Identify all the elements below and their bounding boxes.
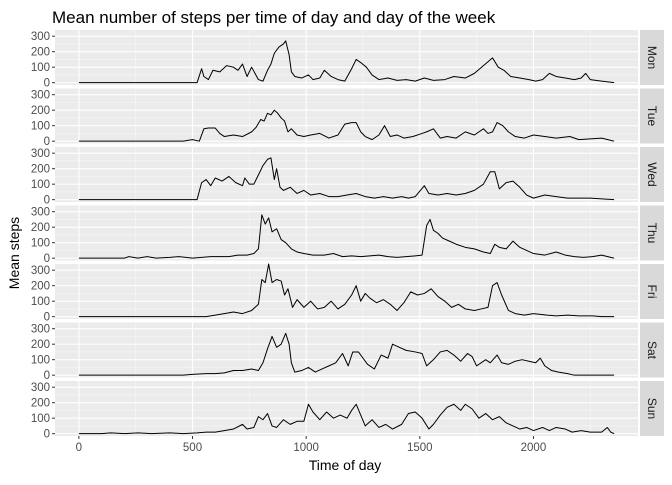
series-line-thu [78,214,615,259]
series-line-tue [78,109,615,142]
y-tick-label: 200 [31,222,50,234]
facet-strip [640,322,664,378]
facet-label-sun: Sun [645,398,659,419]
panel-background [55,30,638,85]
x-axis-title: Time of day [309,457,382,473]
x-tick-label: 1000 [293,442,319,454]
y-tick-label: 0 [44,370,50,382]
y-tick-label: 300 [31,324,50,336]
panel-mon: 0 100 200 300 Mon [31,30,664,90]
y-tick-label: 100 [31,296,50,308]
facet-strip [640,30,664,85]
facet-strip [640,381,664,436]
panel-background [55,264,638,319]
y-tick-label: 200 [31,281,50,293]
y-axis-title: Mean steps [6,217,22,289]
panel-tue: 0 100 200 300 Tue [31,88,664,148]
y-tick-label: 0 [44,429,50,441]
panel-background [55,381,638,436]
facet-strip [640,88,664,144]
y-tick-label: 200 [31,47,50,59]
x-tick-label: 500 [183,442,202,454]
panel-wed: 0 100 200 300 Wed [31,147,664,207]
y-tick-label: 300 [31,207,50,219]
y-tick-label: 300 [31,382,50,394]
y-tick-label: 100 [31,121,50,133]
panel-thu: 0 100 200 300 Thu [31,205,664,265]
panel-background [55,205,638,261]
series-line-sun [78,403,615,435]
facet-strip [640,264,664,319]
y-tick-label: 0 [44,312,50,324]
y-tick-label: 200 [31,105,50,117]
x-axis: 0 500 1000 1500 2000 [76,436,547,454]
panel-sun: 0 100 200 300 Sun [31,381,664,441]
series-line-wed [78,157,615,201]
y-tick-label: 100 [31,238,50,250]
y-tick-label: 0 [44,195,50,207]
x-tick-label: 1500 [407,442,433,454]
series-line-fri [78,263,615,318]
facet-label-tue: Tue [645,106,659,127]
series-line-sat [78,332,615,376]
panel-background [55,88,638,144]
facet-label-mon: Mon [645,46,659,69]
facet-label-sat: Sat [645,341,659,360]
y-tick-label: 100 [31,413,50,425]
y-tick-label: 0 [44,136,50,148]
y-tick-label: 100 [31,355,50,367]
y-tick-label: 200 [31,339,50,351]
y-tick-label: 0 [44,78,50,90]
facet-panels: 0100200300Mon0100200300Tue0100200300Wed0… [31,30,664,441]
y-tick-label: 300 [31,31,50,43]
facet-strip [640,205,664,261]
facet-label-fri: Fri [645,285,659,299]
facet-label-thu: Thu [645,223,659,244]
y-tick-label: 200 [31,164,50,176]
y-tick-label: 200 [31,398,50,410]
panel-sat: 0 100 200 300 Sat [31,322,664,382]
y-tick-label: 300 [31,265,50,277]
chart-title: Mean number of steps per time of day and… [52,8,496,27]
panel-background [55,322,638,378]
series-line-mon [78,40,615,84]
x-tick-label: 0 [76,442,82,454]
x-tick-label: 2000 [521,442,547,454]
y-tick-label: 100 [31,179,50,191]
facet-strip [640,147,664,202]
panel-fri: 0 100 200 300 Fri [31,263,664,324]
facet-label-wed: Wed [645,162,659,186]
y-tick-label: 300 [31,148,50,160]
y-tick-label: 0 [44,253,50,265]
y-tick-label: 100 [31,62,50,74]
panel-background [55,147,638,202]
y-tick-label: 300 [31,90,50,102]
